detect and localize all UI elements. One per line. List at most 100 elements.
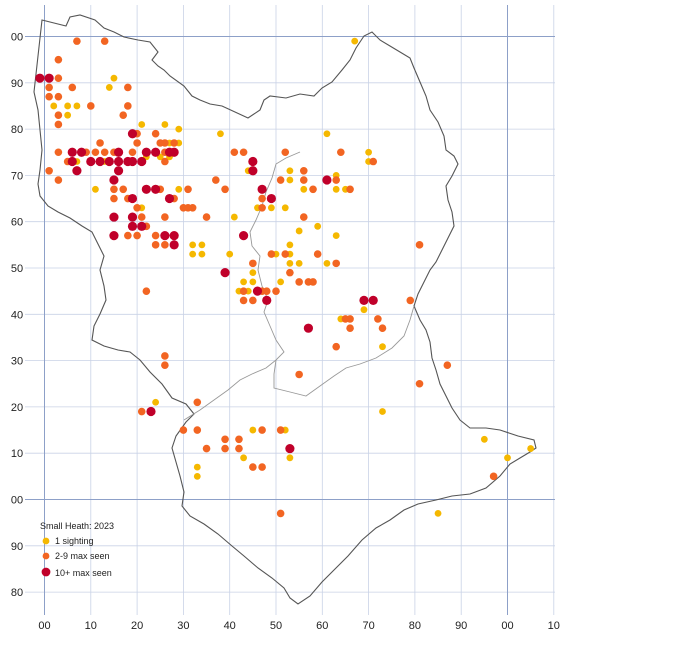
record-dot-2-9-max-seen — [128, 148, 137, 157]
x-axis-label: 20 — [131, 620, 143, 632]
record-dot-1-sighting — [434, 509, 442, 517]
record-dot-2-9-max-seen — [151, 241, 160, 249]
record-dot-2-9-max-seen — [332, 259, 340, 268]
record-dot-2-9-max-seen — [295, 370, 303, 379]
record-dot-1-sighting — [332, 232, 340, 239]
record-dot-2-9-max-seen — [346, 324, 354, 332]
x-axis-label: 90 — [455, 620, 467, 632]
legend: Small Heath: 2023 1 sighting 2-9 max see… — [40, 521, 114, 578]
record-dot-2-9-max-seen — [110, 185, 118, 194]
record-dot-2-9-max-seen — [184, 204, 192, 212]
record-dot-10-plus-max-seen — [67, 147, 77, 157]
record-dot-2-9-max-seen — [193, 426, 202, 434]
record-dot-2-9-max-seen — [193, 398, 202, 407]
record-dot-10-plus-max-seen — [164, 193, 175, 204]
record-dot-2-9-max-seen — [249, 296, 257, 305]
y-axis-labels: 00 90 80 70 60 50 40 30 20 10 00 90 80 — [11, 32, 23, 600]
record-dot-2-9-max-seen — [295, 278, 303, 286]
y-axis-label: 20 — [11, 402, 23, 414]
record-dot-2-9-max-seen — [369, 157, 378, 166]
record-dot-10-plus-max-seen — [238, 230, 249, 241]
record-dot-2-9-max-seen — [221, 435, 229, 444]
record-dot-1-sighting — [360, 306, 368, 314]
record-dot-1-sighting — [323, 130, 331, 138]
record-dot-1-sighting — [193, 472, 201, 480]
record-dot-2-9-max-seen — [124, 231, 132, 240]
record-dot-2-9-max-seen — [170, 139, 178, 147]
record-dot-2-9-max-seen — [313, 250, 322, 258]
record-dot-2-9-max-seen — [184, 185, 192, 194]
record-dot-2-9-max-seen — [87, 102, 95, 110]
record-dot-10-plus-max-seen — [127, 129, 138, 139]
record-dot-2-9-max-seen — [161, 213, 169, 221]
county-boundary — [33, 14, 537, 605]
record-dot-2-9-max-seen — [161, 352, 169, 360]
record-dot-1-sighting — [286, 241, 294, 249]
record-dot-10-plus-max-seen — [303, 323, 314, 333]
record-dot-1-sighting — [281, 204, 289, 212]
record-dot-2-9-max-seen — [299, 213, 308, 221]
record-dot-2-9-max-seen — [179, 426, 188, 434]
record-dot-2-9-max-seen — [406, 296, 415, 305]
record-dot-10-plus-max-seen — [127, 193, 138, 204]
minor-gridlines — [25, 5, 555, 615]
record-dot-1-sighting — [189, 241, 197, 249]
record-dot-10-plus-max-seen — [137, 156, 147, 167]
record-dot-2-9-max-seen — [100, 37, 109, 45]
district-boundary — [273, 305, 415, 397]
record-dot-2-9-max-seen — [161, 361, 169, 370]
record-dot-2-9-max-seen — [230, 148, 239, 157]
record-dot-1-sighting — [286, 176, 294, 184]
legend-label-10-plus-max-seen: 10+ max seen — [55, 568, 112, 578]
y-axis-label: 80 — [11, 587, 23, 599]
record-dot-10-plus-max-seen — [35, 73, 45, 83]
record-dot-1-sighting — [152, 398, 160, 406]
record-dot-10-plus-max-seen — [141, 147, 151, 157]
legend-swatch-2-9-max-seen — [42, 552, 50, 560]
record-dot-2-9-max-seen — [45, 83, 53, 92]
record-dot-1-sighting — [286, 454, 294, 462]
record-dot-1-sighting — [332, 185, 340, 193]
x-axis-label: 00 — [501, 620, 513, 632]
record-dot-10-plus-max-seen — [67, 156, 77, 167]
record-dot-2-9-max-seen — [202, 444, 211, 453]
record-dot-10-plus-max-seen — [257, 184, 267, 194]
record-dot-10-plus-max-seen — [109, 175, 119, 185]
y-axis-label: 90 — [11, 78, 23, 90]
record-dot-1-sighting — [110, 74, 118, 82]
record-dot-2-9-max-seen — [415, 379, 424, 388]
record-dot-2-9-max-seen — [54, 148, 63, 157]
record-dot-1-sighting — [249, 278, 257, 286]
record-dot-2-9-max-seen — [337, 148, 345, 157]
record-dot-1-sighting — [226, 250, 234, 258]
record-dot-2-9-max-seen — [374, 315, 382, 323]
record-dot-10-plus-max-seen — [262, 295, 272, 306]
record-dot-2-9-max-seen — [258, 426, 266, 434]
record-dot-1-sighting — [240, 278, 247, 286]
record-dot-2-9-max-seen — [45, 92, 53, 101]
legend-label-2-9-max-seen: 2-9 max seen — [55, 551, 110, 561]
x-axis-label: 60 — [316, 620, 328, 632]
record-dot-2-9-max-seen — [239, 287, 248, 295]
y-axis-label: 90 — [11, 541, 23, 553]
y-axis-label: 60 — [11, 217, 23, 229]
y-axis-label: 50 — [11, 263, 23, 275]
record-dot-2-9-max-seen — [332, 176, 340, 184]
record-dot-10-plus-max-seen — [368, 295, 378, 306]
record-dot-10-plus-max-seen — [113, 147, 124, 157]
record-dot-10-plus-max-seen — [322, 175, 332, 185]
record-dot-2-9-max-seen — [91, 148, 100, 157]
record-dot-2-9-max-seen — [142, 287, 151, 295]
record-dot-2-9-max-seen — [286, 268, 294, 277]
record-dot-2-9-max-seen — [68, 83, 77, 92]
record-dot-10-plus-max-seen — [220, 268, 230, 278]
record-dot-10-plus-max-seen — [359, 295, 369, 306]
record-dot-1-sighting — [295, 259, 303, 267]
record-dot-2-9-max-seen — [378, 324, 387, 332]
record-dot-2-9-max-seen — [124, 102, 132, 110]
record-dot-1-sighting — [277, 278, 285, 286]
records-layer — [35, 37, 535, 518]
x-axis-label: 40 — [224, 620, 236, 632]
y-axis-label: 40 — [11, 309, 23, 321]
record-dot-2-9-max-seen — [267, 250, 276, 258]
